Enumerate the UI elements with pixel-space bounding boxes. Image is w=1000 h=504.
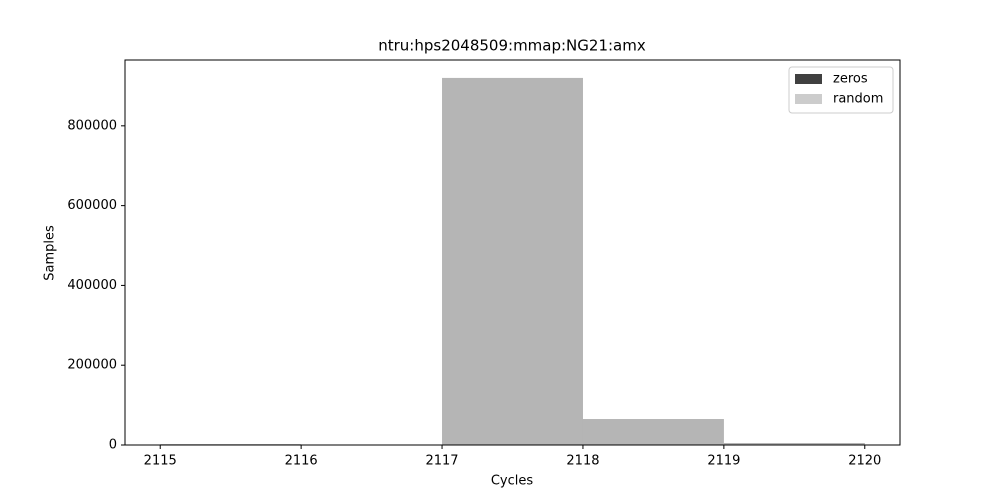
bar: [442, 77, 583, 445]
y-tick-label: 400000: [67, 278, 117, 293]
plot-frame: [124, 59, 901, 446]
y-tick-label: 600000: [67, 198, 117, 213]
chart-title: ntru:hps2048509:mmap:NG21:amx: [378, 37, 646, 55]
legend-label: random: [833, 92, 883, 107]
y-axis-label: Samples: [43, 225, 58, 281]
legend-swatch: [795, 74, 822, 84]
y-tick-label: 200000: [67, 358, 117, 373]
x-tick-label: 2120: [848, 454, 881, 469]
x-tick-label: 2117: [425, 454, 458, 469]
x-tick-label: 2119: [707, 454, 740, 469]
x-tick-label: 2118: [566, 454, 599, 469]
legend-swatch: [795, 94, 822, 104]
y-tick-label: 0: [109, 438, 117, 453]
bar: [723, 443, 865, 445]
y-tick-label: 800000: [67, 118, 117, 133]
legend-label: zeros: [833, 72, 868, 87]
x-tick-label: 2115: [144, 454, 177, 469]
x-tick-label: 2116: [285, 454, 318, 469]
bar: [582, 419, 724, 445]
x-axis-label: Cycles: [491, 474, 534, 489]
